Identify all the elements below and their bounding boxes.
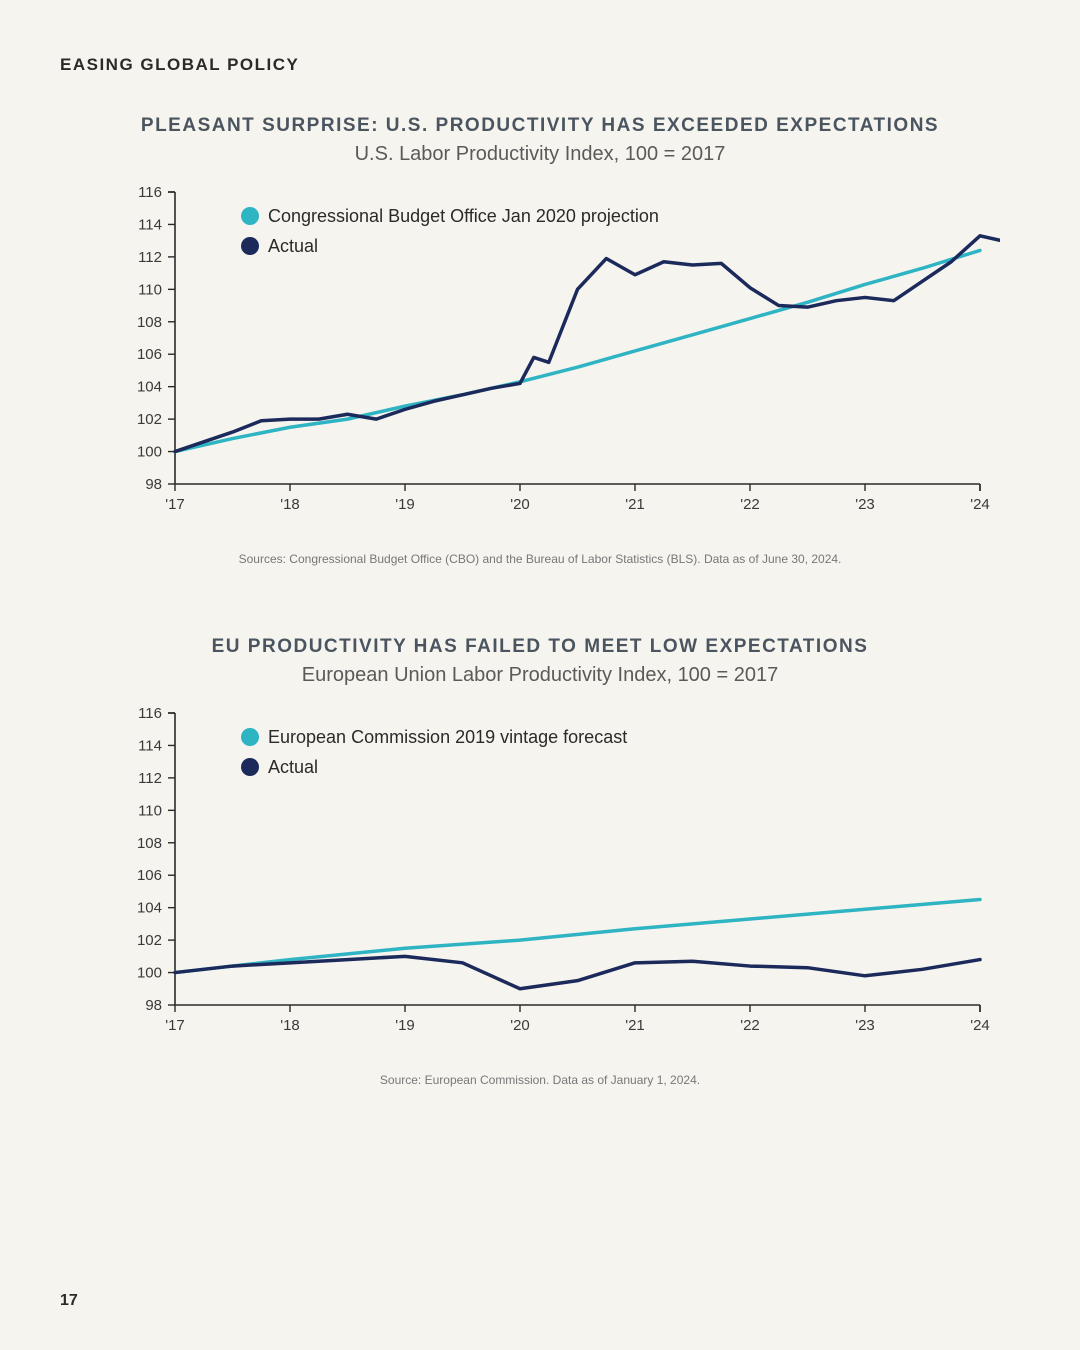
chart-eu-productivity: EU PRODUCTIVITY HAS FAILED TO MEET LOW E…	[60, 636, 1020, 1087]
svg-text:110: 110	[138, 802, 162, 819]
svg-text:'20: '20	[510, 1017, 530, 1034]
chart2-svg: 98 100 102 104 106 108 110 112 114 116 '17 '18 '19 '2…	[80, 695, 1000, 1055]
svg-text:'18: '18	[280, 496, 300, 513]
svg-text:98: 98	[145, 476, 162, 493]
svg-text:'23: '23	[855, 496, 875, 513]
svg-text:'18: '18	[280, 1017, 300, 1034]
svg-text:114: 114	[138, 216, 162, 233]
svg-text:98: 98	[145, 997, 162, 1014]
svg-text:'22: '22	[740, 1017, 760, 1034]
svg-text:104: 104	[137, 379, 162, 396]
svg-text:116: 116	[138, 705, 162, 722]
svg-text:100: 100	[137, 965, 162, 982]
svg-text:'21: '21	[625, 1017, 645, 1034]
svg-text:106: 106	[137, 346, 162, 363]
chart2-container: 98 100 102 104 106 108 110 112 114 116 '17 '18 '19 '2…	[80, 695, 1000, 1055]
svg-text:112: 112	[138, 770, 162, 787]
svg-text:110: 110	[138, 281, 162, 298]
chart2-subtitle: European Union Labor Productivity Index,…	[60, 664, 1020, 687]
svg-text:'21: '21	[625, 496, 645, 513]
page-header: EASING GLOBAL POLICY	[60, 55, 1020, 75]
svg-text:104: 104	[137, 900, 162, 917]
svg-text:100: 100	[137, 444, 162, 461]
svg-text:Actual: Actual	[268, 757, 318, 777]
svg-text:Congressional Budget Office Ja: Congressional Budget Office Jan 2020 pro…	[268, 206, 659, 226]
svg-text:'24: '24	[970, 1017, 990, 1034]
svg-text:European Commission 2019 vinta: European Commission 2019 vintage forecas…	[268, 727, 627, 747]
chart1-title: PLEASANT SURPRISE: U.S. PRODUCTIVITY HAS…	[60, 115, 1020, 137]
chart1-container: 98 100 102 104 106 108 110 112 114 116 '17 '18 '19 '2…	[80, 174, 1000, 534]
svg-text:'17: '17	[165, 1017, 185, 1034]
page-number: 17	[60, 1292, 78, 1310]
svg-text:106: 106	[137, 867, 162, 884]
svg-text:'23: '23	[855, 1017, 875, 1034]
svg-text:116: 116	[138, 184, 162, 201]
svg-text:'19: '19	[395, 1017, 415, 1034]
svg-text:'24: '24	[970, 496, 990, 513]
svg-text:108: 108	[137, 314, 162, 331]
chart2-source: Source: European Commission. Data as of …	[60, 1073, 1020, 1087]
svg-text:'19: '19	[395, 496, 415, 513]
svg-text:108: 108	[137, 835, 162, 852]
svg-text:102: 102	[137, 411, 162, 428]
chart1-subtitle: U.S. Labor Productivity Index, 100 = 201…	[60, 143, 1020, 166]
svg-text:114: 114	[138, 737, 162, 754]
chart2-title: EU PRODUCTIVITY HAS FAILED TO MEET LOW E…	[60, 636, 1020, 658]
svg-text:Actual: Actual	[268, 236, 318, 256]
svg-text:102: 102	[137, 932, 162, 949]
chart1-source: Sources: Congressional Budget Office (CB…	[60, 552, 1020, 566]
svg-text:112: 112	[138, 249, 162, 266]
chart1-svg: 98 100 102 104 106 108 110 112 114 116 '17 '18 '19 '2…	[80, 174, 1000, 534]
svg-text:'17: '17	[165, 496, 185, 513]
chart-us-productivity: PLEASANT SURPRISE: U.S. PRODUCTIVITY HAS…	[60, 115, 1020, 566]
svg-text:'20: '20	[510, 496, 530, 513]
svg-text:'22: '22	[740, 496, 760, 513]
